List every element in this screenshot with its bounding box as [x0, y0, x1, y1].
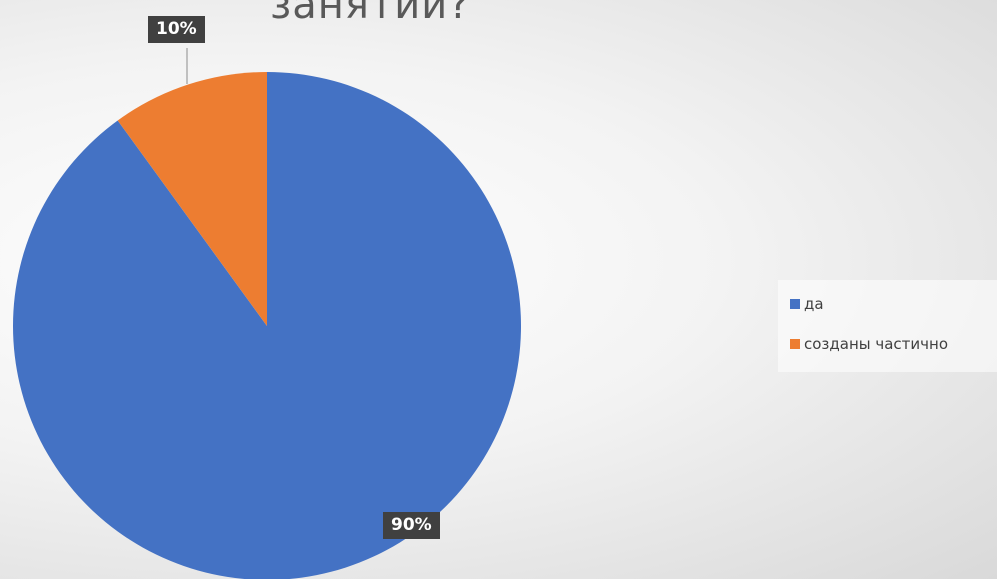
pie-slice-yes — [13, 72, 521, 579]
legend-label-yes: да — [804, 295, 824, 313]
legend-item-yes: да — [790, 295, 824, 313]
chart-title: занятий? — [270, 0, 471, 28]
pie-slice-created-partially — [117, 72, 267, 326]
legend-item-created-partially: созданы частично — [790, 335, 948, 353]
legend-swatch-yes — [790, 299, 800, 309]
legend-swatch-created-partially — [790, 339, 800, 349]
legend-label-created-partially: созданы частично — [804, 335, 949, 353]
legend: да созданы частично — [778, 280, 997, 372]
data-label-yes: 90% — [383, 512, 440, 539]
data-label-created-partially: 10% — [148, 16, 205, 43]
